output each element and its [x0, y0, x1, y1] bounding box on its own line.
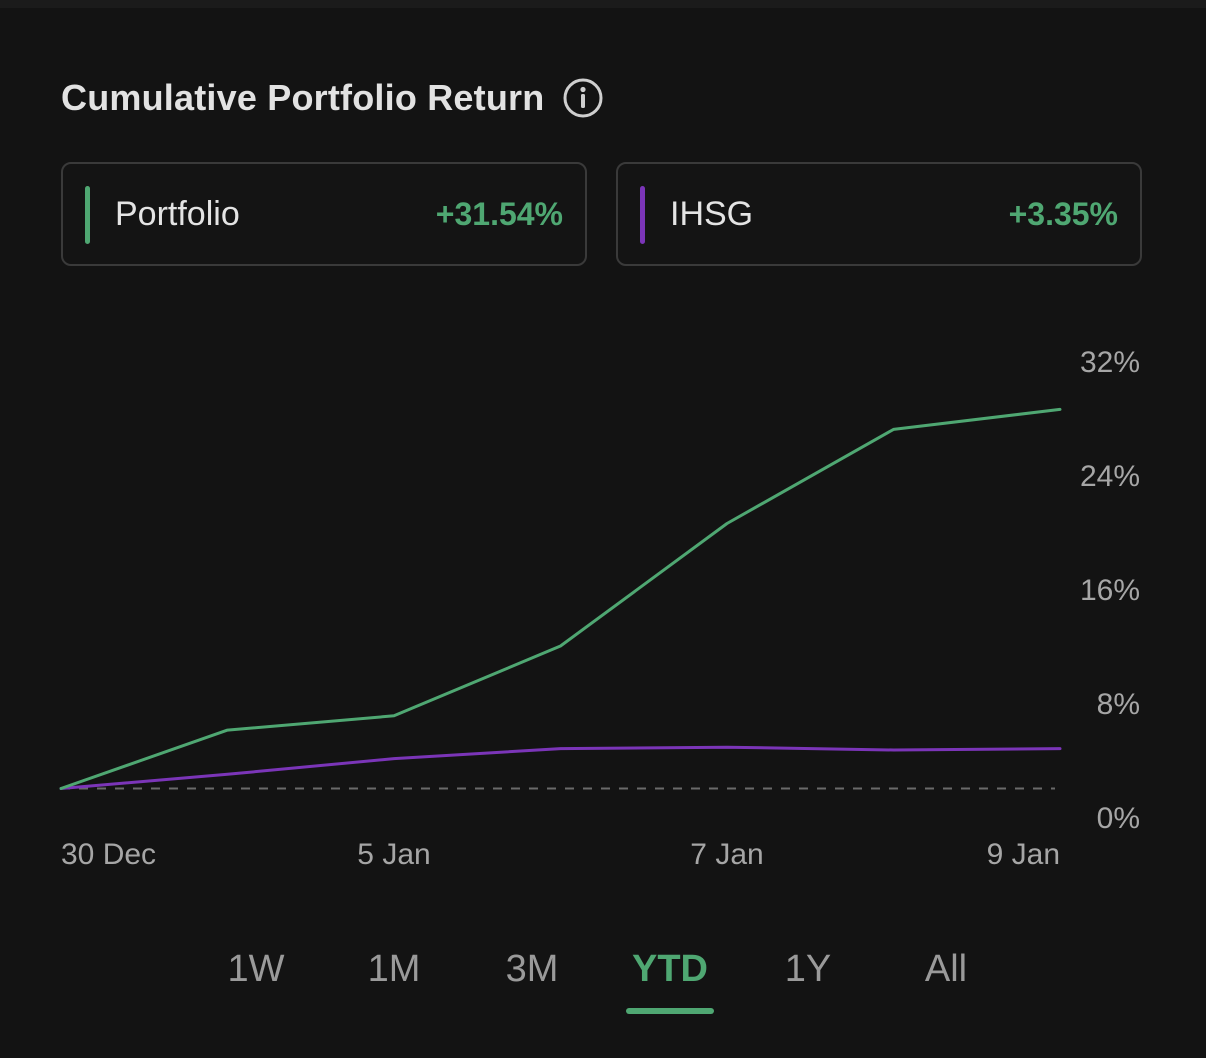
y-tick-label: 32% — [1080, 346, 1140, 379]
period-1m[interactable]: 1M — [367, 948, 421, 990]
x-tick-label: 30 Dec — [61, 838, 156, 871]
legend-card-portfolio: Portfolio +31.54% — [61, 162, 587, 266]
legend-name-portfolio: Portfolio — [115, 195, 240, 233]
x-tick-label: 9 Jan — [987, 838, 1060, 871]
period-1y[interactable]: 1Y — [784, 948, 832, 990]
info-icon[interactable] — [562, 77, 604, 119]
return-chart: 32% 24% 16% 8% 0% 30 Dec 5 Jan 7 Jan 9 Jan — [59, 346, 1140, 871]
period-1w[interactable]: 1W — [227, 948, 285, 990]
legend-name-ihsg: IHSG — [670, 195, 754, 233]
y-tick-label: 0% — [1097, 802, 1140, 835]
period-ytd[interactable]: YTD — [632, 948, 708, 990]
legend-value-portfolio: +31.54% — [435, 196, 563, 232]
title-row: Cumulative Portfolio Return — [61, 74, 604, 122]
top-strip — [0, 0, 1206, 8]
period-3m[interactable]: 3M — [505, 948, 559, 990]
series-line-portfolio — [59, 407, 1062, 790]
x-tick-label: 7 Jan — [690, 838, 763, 871]
portfolio-swatch — [85, 186, 90, 244]
series-line-ihsg — [59, 745, 1062, 790]
period-all[interactable]: All — [924, 948, 968, 990]
legend-card-ihsg: IHSG +3.35% — [616, 162, 1142, 266]
y-tick-label: 16% — [1080, 574, 1140, 607]
page-title: Cumulative Portfolio Return — [61, 77, 545, 118]
x-tick-label: 5 Jan — [357, 838, 430, 871]
y-tick-label: 24% — [1080, 460, 1140, 493]
legend-value-ihsg: +3.35% — [1008, 196, 1118, 232]
period-selector: 1W 1M 3M YTD 1Y All — [0, 940, 1206, 1020]
selected-period-underline — [626, 1008, 714, 1014]
y-tick-label: 8% — [1097, 688, 1140, 721]
ihsg-swatch — [640, 186, 645, 244]
